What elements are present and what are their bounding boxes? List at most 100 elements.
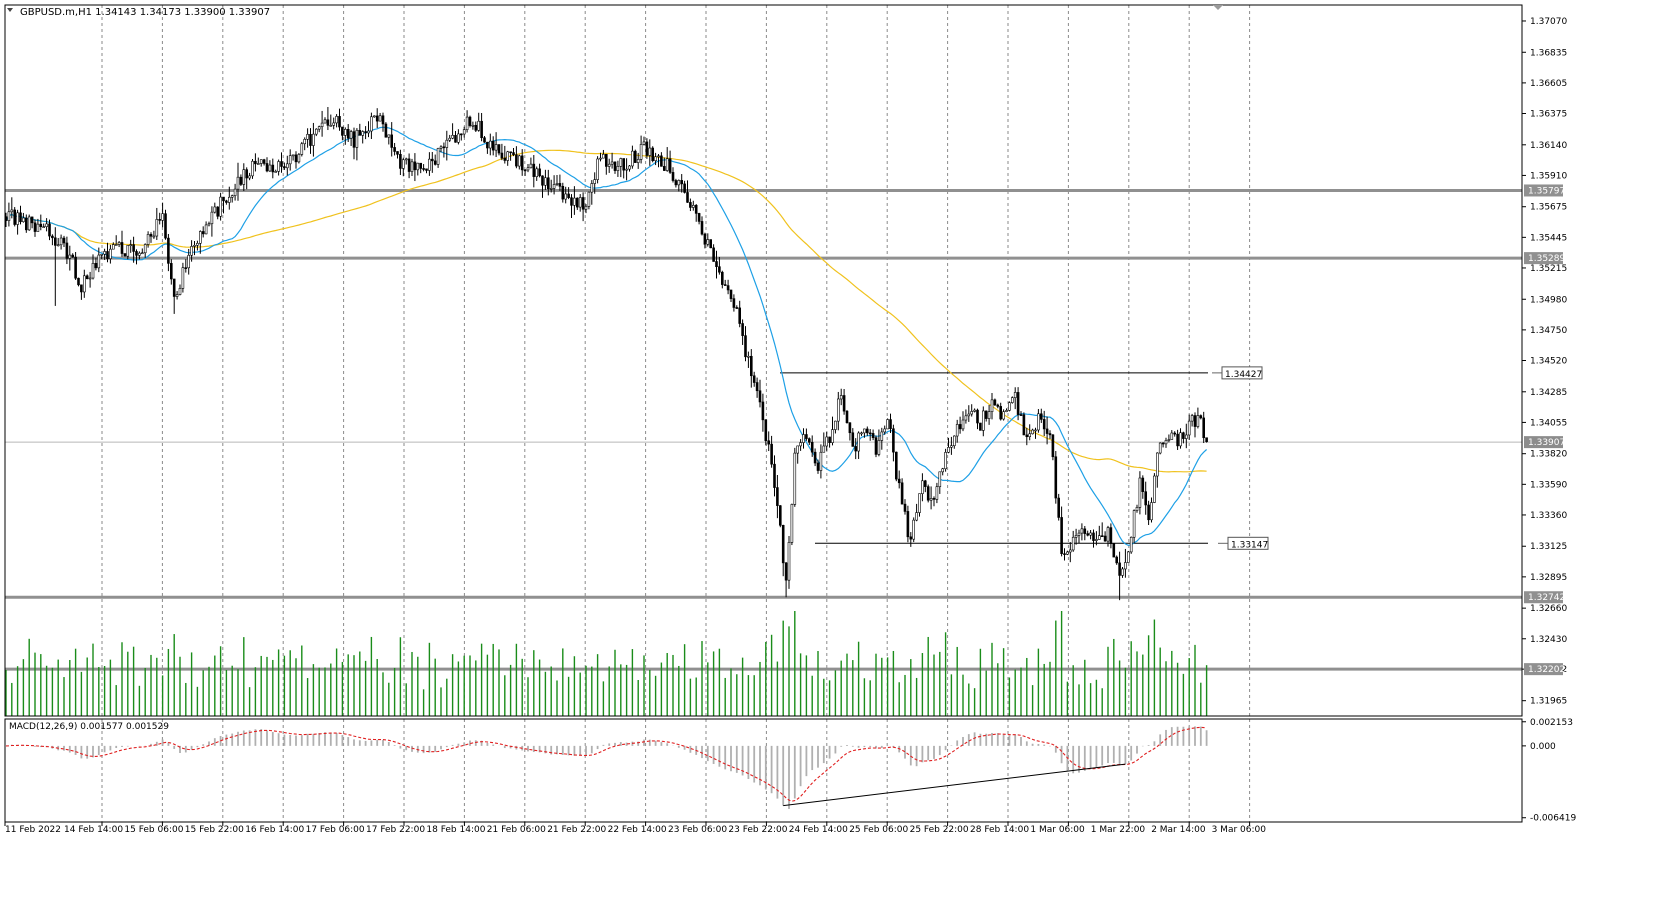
- candle: [271, 158, 275, 179]
- candle: [1013, 387, 1017, 410]
- candle: [428, 152, 431, 176]
- candle-body: [306, 134, 309, 140]
- candle: [955, 419, 959, 443]
- candle: [399, 149, 402, 176]
- candle-body: [184, 267, 188, 269]
- time-tick-label: 1 Mar 22:00: [1091, 825, 1146, 835]
- candle-body: [691, 205, 695, 208]
- price-tick-label: 1.35675: [1530, 203, 1567, 213]
- candle: [77, 277, 80, 287]
- candle-body: [529, 163, 533, 169]
- candle-body: [387, 134, 391, 138]
- candle: [56, 238, 60, 247]
- candle: [999, 402, 1003, 421]
- candle-body: [80, 284, 83, 293]
- candle: [781, 524, 785, 577]
- candle: [984, 410, 988, 422]
- candle: [259, 159, 263, 167]
- candle-body: [828, 436, 831, 443]
- candle-body: [161, 213, 164, 221]
- candle: [1051, 434, 1055, 461]
- candle: [886, 418, 889, 430]
- candle: [30, 216, 34, 229]
- candle-body: [62, 237, 66, 244]
- candle: [210, 206, 214, 237]
- candle-body: [1106, 527, 1110, 542]
- candle-body: [1176, 433, 1179, 447]
- candle: [285, 155, 289, 176]
- candle: [251, 158, 254, 179]
- candle: [802, 428, 805, 449]
- candle-body: [219, 196, 222, 217]
- candle: [549, 179, 553, 193]
- candle-body: [1164, 440, 1168, 445]
- candle-body: [1112, 543, 1116, 558]
- candle: [193, 241, 196, 256]
- candle-body: [958, 424, 962, 430]
- candle: [277, 159, 280, 176]
- candle: [665, 147, 669, 172]
- candle: [625, 158, 628, 181]
- candle: [471, 121, 475, 130]
- candle-body: [535, 168, 539, 177]
- candle-body: [842, 395, 846, 412]
- candle-body: [393, 147, 396, 152]
- candle: [848, 422, 852, 441]
- candle-body: [874, 437, 878, 455]
- candle-body: [239, 176, 243, 185]
- candle: [256, 157, 260, 165]
- candle-body: [1054, 456, 1058, 499]
- candle-body: [761, 401, 765, 421]
- candle-body: [175, 294, 179, 297]
- candle: [10, 197, 14, 219]
- candle-body: [538, 168, 541, 177]
- candle-body: [332, 122, 336, 126]
- candle-body: [1144, 491, 1147, 506]
- macd-divergence-line: [783, 763, 1126, 807]
- candle: [204, 221, 208, 235]
- candle: [1138, 471, 1142, 515]
- candle-body: [285, 163, 289, 169]
- candle-body: [1005, 410, 1008, 412]
- candle: [91, 254, 95, 280]
- candle: [500, 143, 504, 161]
- candle-body: [541, 175, 544, 186]
- candle-body: [865, 428, 869, 434]
- candle-body: [1121, 568, 1124, 576]
- candle: [1010, 396, 1014, 404]
- candle: [242, 163, 246, 192]
- candle: [291, 154, 295, 161]
- candle-body: [326, 119, 330, 126]
- range-label-text: 1.34427: [1225, 370, 1262, 380]
- candle-body: [1037, 413, 1040, 431]
- candle: [958, 416, 962, 434]
- macd-tick-label: -0.006419: [1530, 814, 1576, 824]
- candle: [1179, 428, 1182, 449]
- horizontal-levels[interactable]: 1.34427 1.33147: [5, 188, 1522, 671]
- candle-body: [941, 468, 945, 473]
- candle: [225, 199, 228, 205]
- candle-body: [172, 278, 176, 297]
- symbol-menu-arrow-icon[interactable]: [7, 8, 13, 12]
- candle-body: [204, 224, 208, 235]
- candle-body: [996, 404, 1000, 407]
- candle-body: [132, 244, 135, 252]
- candle-body: [857, 432, 860, 452]
- time-tick-label: 23 Feb 22:00: [728, 825, 787, 835]
- chart-shift-marker-icon[interactable]: [1213, 5, 1223, 10]
- candle-body: [100, 253, 103, 256]
- candle: [897, 470, 901, 489]
- candle: [457, 129, 460, 145]
- candle: [877, 429, 881, 457]
- candle: [248, 172, 251, 181]
- candle: [1089, 530, 1092, 540]
- candle: [245, 167, 248, 190]
- candle-body: [741, 323, 744, 336]
- time-tick-label: 3 Mar 06:00: [1212, 825, 1267, 835]
- candle-body: [358, 129, 362, 136]
- candle-body: [123, 253, 127, 257]
- time-tick-label: 24 Feb 14:00: [789, 825, 848, 835]
- candle: [596, 156, 599, 184]
